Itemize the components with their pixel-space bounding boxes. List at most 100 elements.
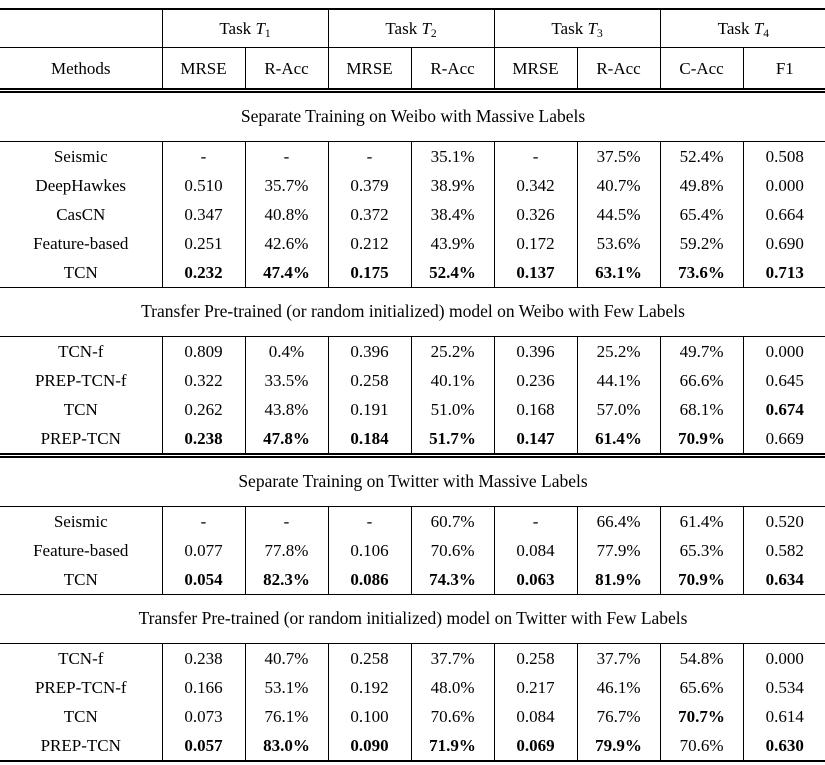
table-row-prep-tcn-f: PREP-TCN-f 0.166 53.1% 0.192 48.0% 0.217 46.1%… [0,673,825,702]
value-cell: 0.396 [327,336,412,366]
method-cell: TCN [63,570,98,589]
method-cell: Seismic [53,147,108,166]
value-cell: 0.073 [161,702,245,731]
value-cell: 70.6% [410,702,495,731]
table-row-feature-based: Feature-based 0.077 77.8% 0.106 70.6% 0.084 77… [0,536,825,565]
value-cell: 0.077 [161,536,245,565]
value-cell: 82.3% [244,565,329,595]
value-cell: 66.4% [576,506,661,536]
value-cell: 0.100 [327,702,412,731]
value-cell: 53.1% [244,673,329,702]
task-subscript: 3 [596,27,603,41]
value-cell: 40.7% [244,643,329,673]
value-cell: 0.090 [327,731,412,761]
method-cell: Feature-based [33,541,129,560]
value-cell: 0.582 [742,536,825,565]
value-cell: 0.212 [327,229,412,258]
value-cell: 77.9% [576,536,661,565]
task-group-label: Task [551,19,584,38]
value-cell: 74.3% [410,565,495,595]
value-cell: 0.614 [742,702,825,731]
task-group-header-1: Task T1 [161,9,329,48]
value-cell: 37.5% [576,141,661,171]
method-cell: TCN [63,400,98,419]
value-cell: - [244,506,329,536]
column-header-c-acc: C-Acc [659,47,744,93]
task-subscript: 1 [264,27,271,41]
table-row-tcn: TCN 0.262 43.8% 0.191 51.0% 0.168 57.0% 68.1% 0.… [0,395,825,424]
value-cell: 0.809 [161,336,245,366]
value-cell: 0.520 [742,506,825,536]
value-cell: 0.238 [161,424,245,456]
value-cell: 70.6% [410,536,495,565]
value-cell: 0.175 [327,258,412,288]
method-cell: CasCN [56,205,106,224]
value-cell: 25.2% [410,336,495,366]
column-header-mrse: MRSE [161,47,245,93]
value-cell: 0.000 [742,643,825,673]
value-cell: 47.8% [244,424,329,456]
value-cell: 0.630 [742,731,825,761]
value-cell: 0.172 [493,229,578,258]
method-cell: TCN-f [58,342,104,361]
value-cell: 33.5% [244,366,329,395]
table-row-tcn-f: TCN-f 0.809 0.4% 0.396 25.2% 0.396 25.2% 49.7% 0… [0,336,825,366]
value-cell: 0.322 [161,366,245,395]
value-cell: 76.7% [576,702,661,731]
table-row-tcn: TCN 0.054 82.3% 0.086 74.3% 0.063 81.9% 70.9% 0.… [0,565,825,595]
table-row-tcn: TCN 0.073 76.1% 0.100 70.6% 0.084 76.7% 70.7% 0.… [0,702,825,731]
column-header-r-acc: R-Acc [576,47,661,93]
value-cell: - [327,141,412,171]
value-cell: 0.258 [327,643,412,673]
value-cell: 0.238 [161,643,245,673]
value-cell: 0.192 [327,673,412,702]
method-cell: PREP-TCN-f [34,371,127,390]
value-cell: 51.7% [410,424,495,456]
column-header-r-acc: R-Acc [410,47,495,93]
results-table: Task T1 Task T2 Task T3 Task T4 Methods MRSE R… [0,8,825,762]
value-cell: 63.1% [576,258,661,288]
method-cell: Feature-based [33,234,129,253]
value-cell: 38.9% [410,171,495,200]
value-cell: 0.396 [493,336,578,366]
task-group-label: Task [717,19,750,38]
value-cell: 0.054 [161,565,245,595]
value-cell: 37.7% [410,643,495,673]
method-cell: PREP-TCN [40,736,121,755]
value-cell: 0.262 [161,395,245,424]
value-cell: 0.217 [493,673,578,702]
value-cell: - [327,506,412,536]
value-cell: 79.9% [576,731,661,761]
value-cell: 43.9% [410,229,495,258]
value-cell: 37.7% [576,643,661,673]
value-cell: 0.084 [493,702,578,731]
value-cell: 0.000 [742,171,825,200]
section-title: Transfer Pre-trained (or random initiali… [0,594,825,644]
value-cell: 0.063 [493,565,578,595]
method-cell: TCN [63,263,98,282]
value-cell: 0.232 [161,258,245,288]
value-cell: 25.2% [576,336,661,366]
value-cell: 66.6% [659,366,744,395]
section-title: Transfer Pre-trained (or random initiali… [0,287,825,337]
value-cell: 0.084 [493,536,578,565]
value-cell: 0.168 [493,395,578,424]
value-cell: 38.4% [410,200,495,229]
value-cell: 70.9% [659,424,744,456]
value-cell: 0.379 [327,171,412,200]
value-cell: 47.4% [244,258,329,288]
table-row-seismic: Seismic - - -60.7% -66.4% 61.4% 0.520 [0,506,825,536]
section-title-row: Transfer Pre-trained (or random initiali… [0,594,825,644]
task-group-label: Task [385,19,418,38]
value-cell: 0.664 [742,200,825,229]
value-cell: - [161,141,245,171]
value-cell: 48.0% [410,673,495,702]
value-cell: 77.8% [244,536,329,565]
value-cell: 0.342 [493,171,578,200]
section-title-row: Separate Training on Weibo with Massive … [0,90,825,142]
task-group-header-2: Task T2 [327,9,495,48]
method-cell: TCN-f [58,649,104,668]
task-symbol: T [753,19,764,38]
value-cell: 0.326 [493,200,578,229]
